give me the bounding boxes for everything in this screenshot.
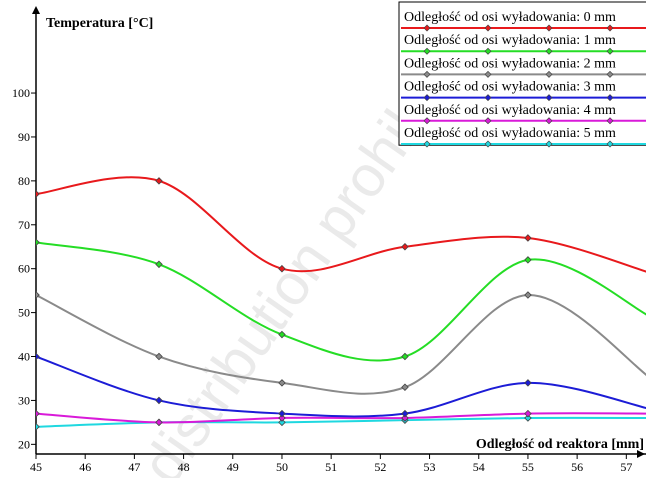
x-tick-label: 46	[79, 460, 91, 474]
data-point-4	[36, 409, 40, 418]
legend-marker-1	[423, 47, 431, 55]
x-tick-label: 57	[620, 460, 632, 474]
x-tick-label: 50	[276, 460, 288, 474]
legend-marker-4	[545, 117, 553, 125]
y-axis-arrow-icon	[32, 6, 40, 14]
data-point-3	[524, 379, 532, 387]
legend-marker-0	[545, 24, 553, 32]
data-point-3	[36, 352, 40, 361]
x-axis-title: Odległość od reaktora [mm]	[476, 437, 644, 452]
legend-marker-2	[545, 70, 553, 78]
data-point-1	[36, 238, 40, 247]
data-point-1	[524, 256, 532, 264]
data-point-0	[524, 234, 532, 242]
y-tick-label: 40	[18, 350, 30, 364]
data-point-1	[155, 260, 163, 269]
y-tick-label: 50	[18, 306, 30, 320]
x-tick-label: 55	[522, 460, 534, 474]
data-point-2	[278, 379, 286, 387]
x-tick-label: 45	[30, 460, 42, 474]
y-tick-label: 20	[18, 437, 30, 451]
data-point-3	[278, 409, 286, 418]
legend-marker-1	[606, 47, 614, 55]
data-point-1	[401, 352, 409, 361]
data-point-3	[155, 396, 163, 405]
x-tick-label: 54	[473, 460, 485, 474]
legend-marker-5	[606, 140, 614, 148]
series-line-3	[36, 355, 646, 418]
legend-label-4: Odległość od osi wyładowania: 4 mm	[404, 103, 616, 118]
legend-marker-0	[484, 24, 492, 32]
legend-marker-3	[484, 94, 492, 102]
x-tick-label: 52	[374, 460, 386, 474]
data-point-0	[278, 264, 286, 273]
x-tick-label: 53	[424, 460, 436, 474]
data-point-2	[36, 291, 40, 299]
series-line-0	[36, 176, 646, 273]
series-layer	[36, 176, 646, 431]
data-point-0	[401, 242, 409, 251]
legend-label-5: Odległość od osi wyładowania: 5 mm	[404, 126, 616, 141]
y-tick-label: 70	[18, 218, 30, 232]
data-point-1	[278, 330, 286, 339]
data-point-4	[278, 414, 286, 422]
y-tick-label: 80	[18, 174, 30, 188]
legend-marker-3	[606, 94, 614, 102]
data-point-2	[401, 383, 409, 392]
data-point-5	[524, 414, 532, 422]
legend-marker-5	[545, 140, 553, 148]
legend-label-0: Odległość od osi wyładowania: 0 mm	[404, 10, 616, 25]
data-point-4	[401, 414, 409, 422]
x-tick-label: 51	[325, 460, 337, 474]
data-point-3	[401, 409, 409, 418]
legend-label-1: Odległość od osi wyładowania: 1 mm	[404, 33, 616, 48]
series-line-5	[36, 416, 646, 428]
series-line-2	[36, 294, 646, 395]
y-axis-title: Temperatura [°C]	[46, 16, 153, 31]
legend-marker-4	[423, 117, 431, 125]
legend-marker-1	[545, 47, 553, 55]
legend-marker-2	[606, 70, 614, 78]
x-tick-label: 56	[571, 460, 583, 474]
legend-marker-5	[423, 140, 431, 148]
legend-marker-0	[606, 24, 614, 32]
series-line-4	[36, 412, 646, 424]
legend-marker-4	[606, 117, 614, 125]
axes: 45 46 47 48 49 50 51 52 53 54 55 56 57 20 30 40 50 60 70 80…	[12, 6, 646, 474]
data-point-5	[36, 423, 40, 431]
y-tick-label: 90	[18, 130, 30, 144]
legend-marker-1	[484, 47, 492, 55]
x-tick-label: 49	[227, 460, 239, 474]
data-point-4	[524, 409, 532, 418]
data-point-4	[155, 418, 163, 427]
y-tick-label: 30	[18, 393, 30, 407]
legend-label-2: Odległość od osi wyładowania: 2 mm	[404, 56, 616, 71]
legend-marker-2	[423, 70, 431, 78]
legend-marker-5	[484, 140, 492, 148]
y-tick-label: 100	[12, 86, 30, 100]
data-point-0	[155, 177, 163, 185]
data-point-2	[524, 291, 532, 299]
x-axis-arrow-icon	[637, 450, 645, 458]
legend-marker-4	[484, 117, 492, 125]
legend-label-3: Odległość od osi wyładowania: 3 mm	[404, 80, 616, 95]
data-point-5	[278, 418, 286, 427]
y-tick-label: 60	[18, 262, 30, 276]
legend-marker-3	[423, 94, 431, 102]
data-point-0	[36, 190, 40, 198]
data-point-2	[155, 352, 163, 361]
x-tick-label: 47	[128, 460, 140, 474]
legend-marker-3	[545, 94, 553, 102]
x-tick-label: 48	[178, 460, 190, 474]
legend-marker-0	[423, 24, 431, 32]
series-line-1	[36, 241, 646, 362]
legend: Odległość od osi wyładowania: 0 mm Odległ…	[398, 1, 646, 148]
legend-marker-2	[484, 70, 492, 78]
